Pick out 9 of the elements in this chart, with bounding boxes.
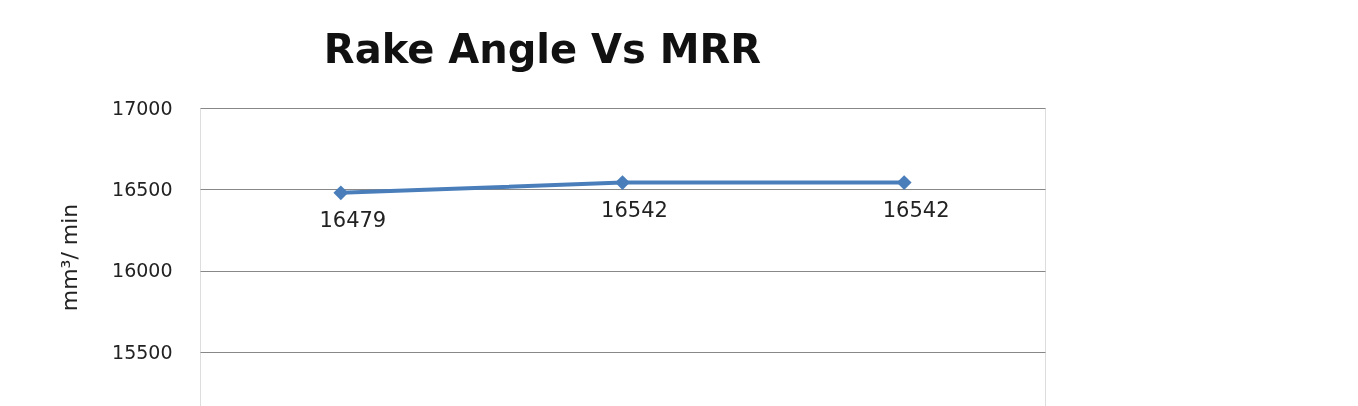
data-label: 16542 <box>601 197 668 222</box>
y-tick-label: 15500 <box>112 340 173 363</box>
y-tick-label: 16000 <box>112 259 173 282</box>
chart-title: Rake Angle Vs MRR <box>323 26 762 72</box>
data-label: 16479 <box>319 207 387 232</box>
y-tick-label: 16500 <box>112 177 173 200</box>
y-axis-title: mm³/ min <box>57 203 83 312</box>
data-label: 16542 <box>882 197 950 222</box>
y-tick-label: 17000 <box>112 96 173 119</box>
